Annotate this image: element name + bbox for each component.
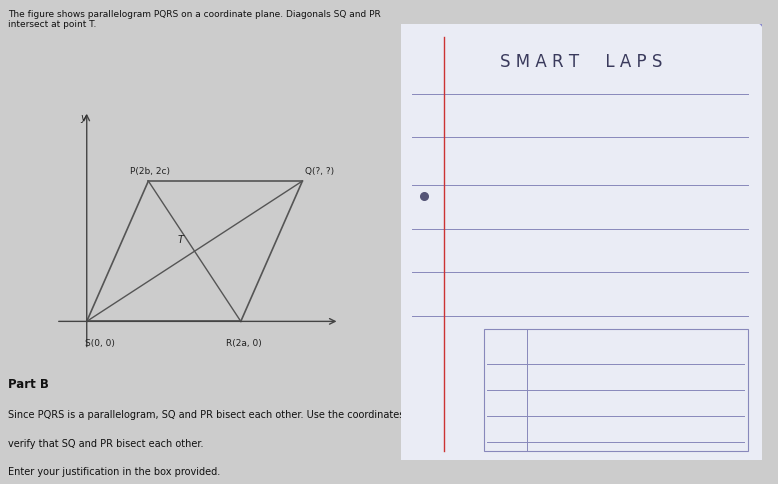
Text: P(2b, 2c): P(2b, 2c) (130, 167, 170, 176)
Text: Since PQRS is a parallelogram, SQ and PR bisect each other. Use the coordinates : Since PQRS is a parallelogram, SQ and PR… (8, 410, 417, 420)
Bar (484, 329, 748, 451)
Text: S M A R T     L A P S: S M A R T L A P S (500, 52, 663, 71)
FancyBboxPatch shape (395, 22, 764, 467)
Text: The figure shows parallelogram PQRS on a coordinate plane. Diagonals SQ and PR
i: The figure shows parallelogram PQRS on a… (8, 10, 380, 29)
Text: R(2a, 0): R(2a, 0) (226, 339, 261, 348)
Text: T: T (177, 235, 184, 245)
Text: Enter your justification in the box provided.: Enter your justification in the box prov… (8, 467, 220, 477)
Text: y: y (81, 113, 86, 123)
Text: Part B: Part B (8, 378, 49, 391)
Text: Q(?, ?): Q(?, ?) (306, 167, 335, 176)
Text: S(0, 0): S(0, 0) (86, 339, 115, 348)
Text: verify that SQ and PR bisect each other.: verify that SQ and PR bisect each other. (8, 439, 203, 449)
